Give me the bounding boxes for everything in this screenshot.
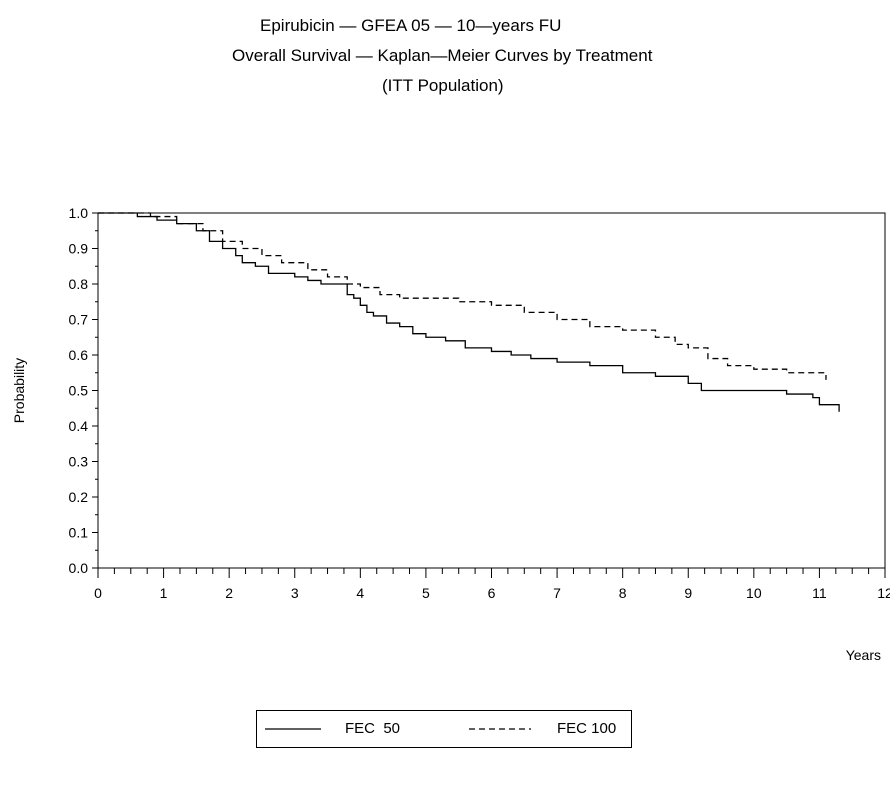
legend: FEC 50 FEC 100 (256, 710, 632, 748)
y-tick-label: 0.1 (69, 525, 89, 541)
x-tick-label: 4 (356, 585, 364, 601)
chart-subtitle: Overall Survival — Kaplan—Meier Curves b… (232, 46, 653, 65)
x-tick-label: 7 (553, 585, 561, 601)
x-tick-label: 11 (812, 585, 827, 601)
y-tick-label: 0.6 (69, 347, 89, 363)
y-tick-label: 0.8 (69, 276, 89, 292)
x-tick-label: 9 (684, 585, 692, 601)
x-tick-label: 8 (619, 585, 627, 601)
y-tick-label: 0.2 (69, 489, 89, 505)
x-tick-label: 0 (94, 585, 102, 601)
y-tick-label: 1.0 (69, 205, 89, 221)
y-tick-label: 0.7 (69, 312, 89, 328)
y-axis-label: Probability (11, 358, 27, 423)
x-tick-label: 12 (877, 585, 890, 601)
x-tick-label: 5 (422, 585, 430, 601)
y-tick-label: 0.4 (69, 418, 89, 434)
x-tick-label: 1 (160, 585, 168, 601)
legend-swatches (265, 728, 531, 730)
legend-label-fec-100: FEC 100 (557, 720, 617, 737)
x-axis-label: Years (846, 647, 881, 663)
x-tick-label: 3 (291, 585, 299, 601)
chart-title: Epirubicin — GFEA 05 — 10—years FU (260, 16, 562, 35)
y-tick-label: 0.5 (69, 383, 89, 399)
x-tick-label: 2 (225, 585, 233, 601)
y-tick-label: 0.3 (69, 454, 89, 470)
series-line-fec-100 (98, 212, 827, 380)
y-tick-label: 0.0 (69, 560, 89, 576)
x-tick-label: 6 (488, 585, 496, 601)
series-line-fec-50 (98, 212, 840, 412)
x-tick-label: 10 (746, 585, 762, 601)
legend-label-fec-50: FEC 50 (345, 720, 401, 737)
y-tick-label: 0.9 (69, 241, 89, 257)
chart-subtitle-2: (ITT Population) (382, 76, 504, 95)
